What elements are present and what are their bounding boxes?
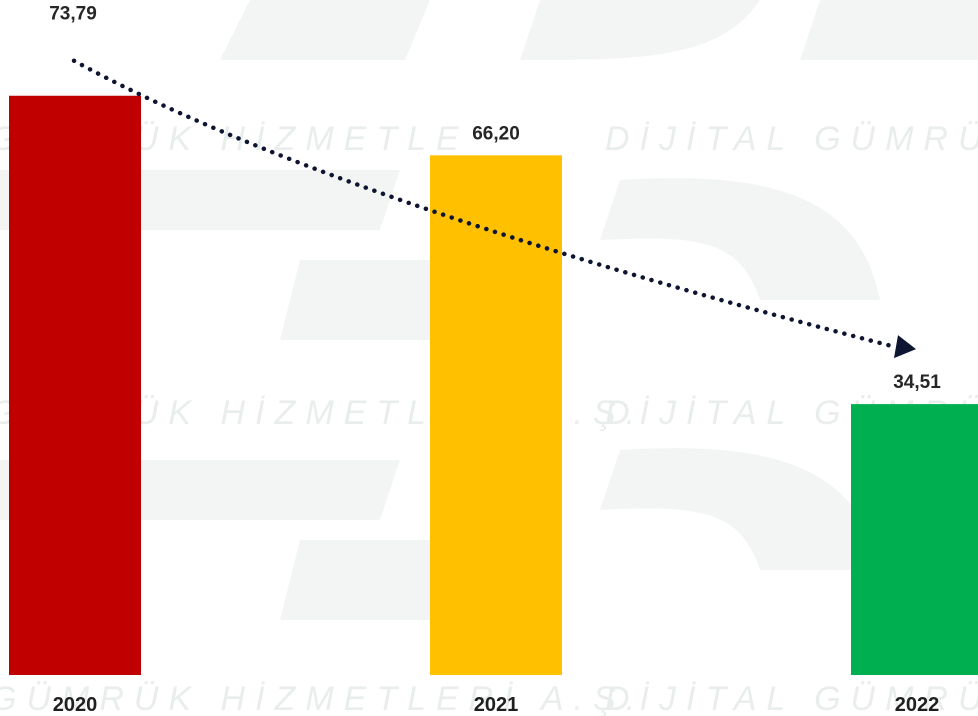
value-label-2020: 73,79 bbox=[49, 4, 97, 25]
arrowhead-icon bbox=[894, 335, 916, 359]
bar-2021 bbox=[430, 155, 562, 675]
category-label-2020: 2020 bbox=[53, 694, 98, 716]
bar-2020 bbox=[9, 95, 141, 676]
watermark-text: DİJİTAL GÜMRÜK HİZMETLERİ A.Ş. bbox=[605, 680, 978, 716]
value-label-2022: 34,51 bbox=[893, 372, 941, 393]
value-label-2021: 66,20 bbox=[472, 123, 520, 144]
watermark-text: DİJİTAL GÜMRÜK HİZMETLERİ A.Ş. bbox=[605, 120, 978, 158]
category-label-2021: 2021 bbox=[474, 694, 519, 716]
value-labels: 73,79 66,20 34,51 bbox=[49, 4, 941, 393]
category-labels: 2020 2021 2022 bbox=[53, 694, 940, 716]
watermark-text: GÜMRÜK HİZMETLERİ A.Ş. bbox=[0, 680, 645, 716]
trend-arrow bbox=[71, 58, 916, 359]
bar-2022 bbox=[851, 404, 978, 675]
category-label-2022: 2022 bbox=[895, 694, 940, 716]
bars bbox=[9, 95, 978, 676]
trend-line bbox=[71, 58, 895, 349]
